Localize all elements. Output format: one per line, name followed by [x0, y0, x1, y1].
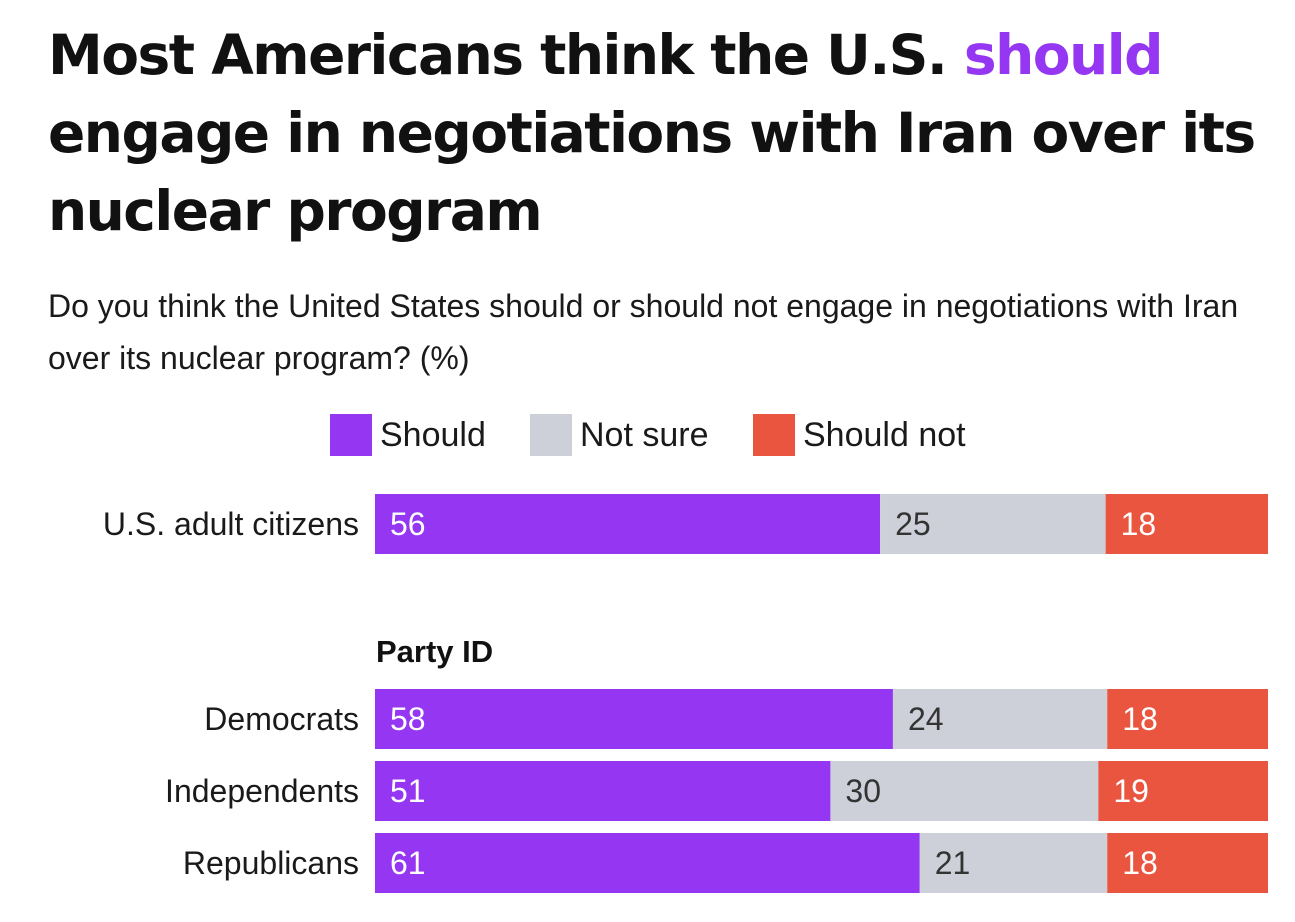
bar-independents-should-not: [1098, 761, 1268, 821]
data-label-democrats-should: 58: [390, 701, 426, 737]
chart-title: Most Americans think the U.S. should eng…: [48, 16, 1278, 250]
legend-item-should: Should: [330, 414, 486, 456]
bar-republicans-should: [375, 833, 920, 893]
data-label-u-s-adult-citizens-not-sure: 25: [895, 506, 931, 542]
bar-u-s-adult-citizens-should-not: [1105, 494, 1268, 554]
data-label-democrats-should-not: 18: [1122, 701, 1158, 737]
bar-independents-not-sure: [830, 761, 1099, 821]
bar-democrats-should-not: [1107, 689, 1268, 749]
title-highlight: should: [963, 23, 1164, 87]
category-label-independents: Independents: [165, 773, 359, 809]
data-label-u-s-adult-citizens-should: 56: [390, 506, 426, 542]
category-label-u-s-adult-citizens: U.S. adult citizens: [103, 506, 359, 542]
category-label-democrats: Democrats: [204, 701, 359, 737]
legend-item-not-sure: Not sure: [530, 414, 709, 456]
bar-republicans-not-sure: [919, 833, 1108, 893]
legend-label-not-sure: Not sure: [580, 415, 709, 454]
bar-u-s-adult-citizens-not-sure: [880, 494, 1106, 554]
title-part-1: Most Americans think the U.S.: [48, 23, 964, 87]
data-label-u-s-adult-citizens-should-not: 18: [1121, 506, 1157, 542]
bar-u-s-adult-citizens-should: [375, 494, 881, 554]
category-label-republicans: Republicans: [183, 845, 359, 881]
chart-subtitle: Do you think the United States should or…: [48, 288, 1239, 376]
data-label-independents-not-sure: 30: [845, 773, 881, 809]
bar-democrats-not-sure: [892, 689, 1108, 749]
bar-democrats-should: [375, 689, 893, 749]
data-label-republicans-should-not: 18: [1122, 845, 1158, 881]
group-heading-party-id: Party ID: [376, 634, 493, 669]
data-label-democrats-not-sure: 24: [908, 701, 944, 737]
data-label-republicans-not-sure: 21: [935, 845, 971, 881]
legend-swatch-not-sure: [530, 414, 572, 456]
data-label-independents-should-not: 19: [1113, 773, 1149, 809]
bar-republicans-should-not: [1107, 833, 1268, 893]
legend-label-should-not: Should not: [803, 415, 966, 454]
data-label-independents-should: 51: [390, 773, 426, 809]
legend-swatch-should: [330, 414, 372, 456]
bar-independents-should: [375, 761, 831, 821]
legend-swatch-should-not: [753, 414, 795, 456]
legend-label-should: Should: [380, 415, 486, 454]
title-part-2: engage in negotiations with Iran over it…: [48, 101, 1256, 243]
stacked-bar-chart: Party ID U.S. adult citizens 56 25 18 Democra…: [103, 494, 1268, 893]
data-label-republicans-should: 61: [390, 845, 426, 881]
legend-item-should-not: Should not: [753, 414, 966, 456]
